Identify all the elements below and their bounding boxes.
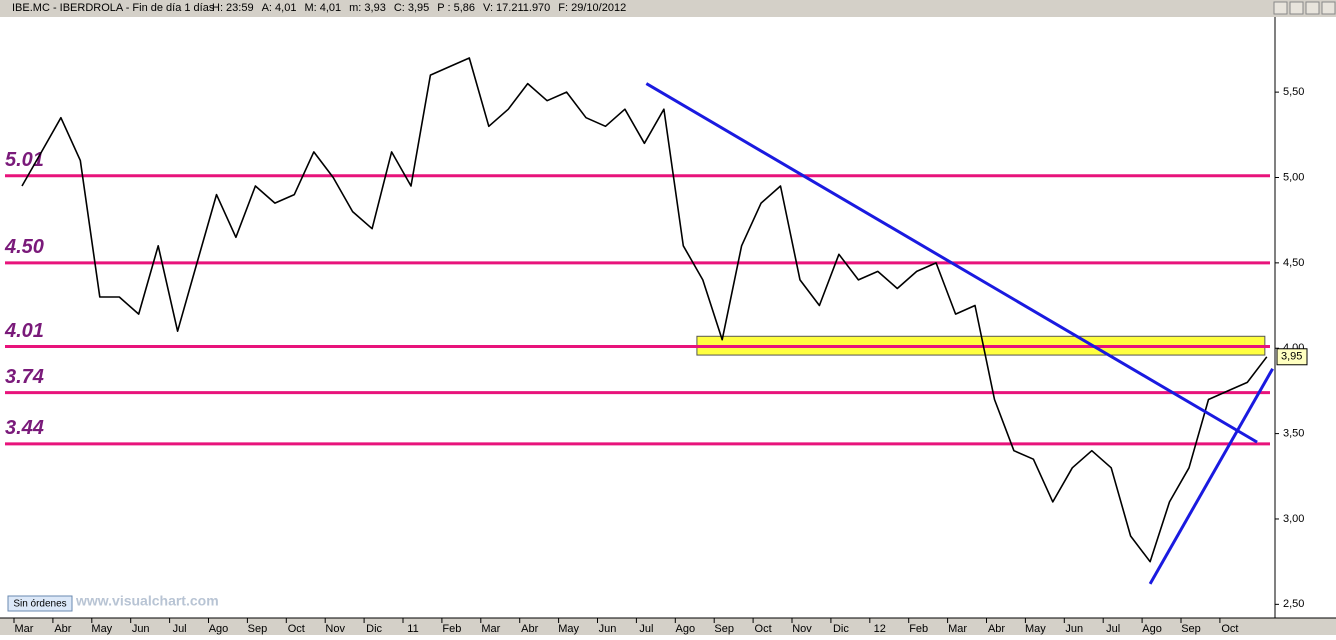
x-tick-label: Oct (755, 623, 772, 635)
header-field: P : 5,86 (437, 2, 475, 14)
x-tick-label: Feb (442, 623, 461, 635)
level-label: 3.44 (5, 417, 44, 439)
x-tick-label: Feb (909, 623, 928, 635)
x-tick-label: Oct (1221, 623, 1238, 635)
x-tick-label: Dic (366, 623, 382, 635)
x-tick-label: Ago (209, 623, 229, 635)
y-tick-label: 5,50 (1283, 86, 1304, 98)
x-tick-label: 11 (407, 623, 418, 635)
header-symbol: IBE.MC - IBERDROLA - Fin de día 1 días (12, 2, 215, 14)
last-price-tag (1276, 348, 1308, 366)
x-tick-label: Abr (988, 623, 1005, 635)
x-tick-label: 12 (874, 623, 886, 635)
x-tick-label: Jun (1065, 623, 1083, 635)
close-button[interactable] (1321, 1, 1336, 15)
y-tick-label: 4,50 (1283, 257, 1304, 269)
header-field: V: 17.211.970 (483, 2, 550, 14)
orders-button[interactable] (7, 595, 73, 612)
y-tick-label: 5,00 (1283, 171, 1304, 183)
x-tick-label: Abr (54, 623, 71, 635)
level-label: 3.74 (5, 366, 44, 388)
x-tick-label: May (91, 623, 112, 635)
header-field: C: 3,95 (394, 2, 429, 14)
header-field: A: 4,01 (262, 2, 297, 14)
y-tick-label: 3,50 (1283, 428, 1304, 440)
y-tick-label: 2,50 (1283, 598, 1304, 610)
x-tick-label: Mar (481, 623, 500, 635)
minimize-button[interactable] (1273, 1, 1288, 15)
x-tick-label: Mar (948, 623, 967, 635)
x-tick-label: Ago (1142, 623, 1162, 635)
last-price-label: 3,95 (1281, 351, 1302, 363)
x-tick-label: Oct (288, 623, 305, 635)
x-tick-label: Abr (521, 623, 538, 635)
level-label: 5.01 (5, 149, 44, 171)
orders-button-label: Sin órdenes (13, 599, 66, 610)
x-tick-label: Nov (325, 623, 345, 635)
x-tick-label: Sep (248, 623, 268, 635)
x-tick-label: Nov (792, 623, 812, 635)
x-tick-label: Jul (173, 623, 187, 635)
level-label: 4.50 (4, 236, 44, 258)
trend-line (645, 82, 1258, 444)
y-tick-label: 3,00 (1283, 513, 1304, 525)
header-field: m: 3,93 (349, 2, 386, 14)
x-tick-label: Sep (714, 623, 734, 635)
x-tick-label: Ago (676, 623, 696, 635)
x-tick-label: Jul (639, 623, 653, 635)
watermark: www.visualchart.com (75, 593, 219, 609)
header-field: H: 23:59 (212, 2, 254, 14)
x-tick-label: Jul (1106, 623, 1120, 635)
header-field: M: 4,01 (304, 2, 341, 14)
header-bar (0, 0, 1336, 17)
x-tick-label: Mar (15, 623, 34, 635)
restore-button[interactable] (1305, 1, 1320, 15)
x-tick-label: Sep (1181, 623, 1201, 635)
x-axis-bar (0, 618, 1336, 635)
x-tick-label: Dic (833, 623, 849, 635)
maximize-button[interactable] (1289, 1, 1304, 15)
header-field: F: 29/10/2012 (558, 2, 626, 14)
price-line (21, 57, 1268, 563)
x-tick-label: May (558, 623, 579, 635)
x-tick-label: Jun (599, 623, 617, 635)
x-tick-label: Jun (132, 623, 150, 635)
window-buttons (1273, 1, 1336, 15)
trend-line (1148, 367, 1274, 585)
x-tick-label: May (1025, 623, 1046, 635)
level-label: 4.01 (4, 320, 44, 342)
